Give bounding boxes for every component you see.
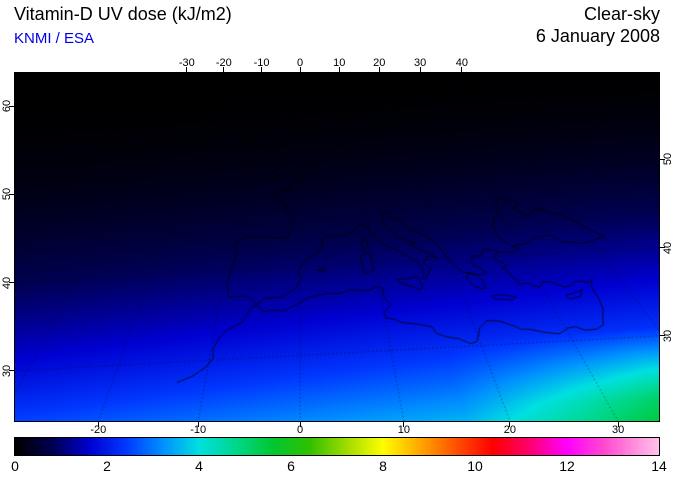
colorbar-tick-label: 10 — [467, 458, 483, 474]
x-axis-top-tick-label: -10 — [253, 57, 270, 69]
x-axis-bottom-tick-label: -10 — [190, 424, 207, 436]
x-axis-top-tick-label: 20 — [373, 57, 386, 69]
x-axis-bottom-tick — [299, 422, 301, 427]
credit-text: KNMI / ESA — [14, 30, 95, 47]
sky-condition-label: Clear-sky — [583, 4, 660, 24]
map-frame — [14, 72, 660, 422]
colorbar — [15, 438, 659, 455]
colorbar-frame — [14, 437, 660, 456]
x-axis-bottom-tick-label: 20 — [503, 424, 517, 436]
x-axis-top-tick-label: 10 — [333, 57, 346, 69]
uv-dose-map — [15, 73, 659, 421]
x-axis-top-tick-label: 0 — [296, 57, 304, 69]
y-axis-right-tick — [660, 158, 665, 160]
colorbar-tick-label: 4 — [195, 458, 203, 474]
colorbar-tick-label: 0 — [11, 458, 19, 474]
y-axis-left-tick-label: 40 — [1, 276, 13, 289]
x-axis-top-tick-label: 40 — [455, 57, 468, 69]
x-axis-bottom-tick-label: -20 — [90, 424, 107, 436]
y-axis-right-tick-label: 50 — [662, 153, 674, 166]
y-axis-right-tick — [660, 335, 665, 337]
colorbar-tick-label: 14 — [651, 458, 667, 474]
x-axis-bottom-tick-label: 10 — [397, 424, 410, 436]
x-axis-bottom-tick — [617, 422, 619, 427]
x-axis-bottom-tick-label: 0 — [296, 424, 304, 436]
date-label: 6 January 2008 — [535, 26, 660, 46]
colorbar-tick-label: 6 — [287, 458, 295, 474]
x-axis-bottom-tick-label: 30 — [611, 424, 625, 436]
x-axis-bottom-tick — [97, 422, 99, 427]
plot-title: Vitamin-D UV dose (kJ/m2) — [14, 4, 232, 24]
x-axis-bottom-tick — [509, 422, 511, 427]
y-axis-right-tick — [660, 247, 665, 249]
colorbar-tick-label: 8 — [379, 458, 387, 474]
x-axis-top-tick-label: -30 — [178, 57, 195, 69]
colorbar-tick-label: 2 — [103, 458, 111, 474]
x-axis-bottom-tick — [197, 422, 199, 427]
x-axis-top-tick-label: -20 — [215, 57, 232, 69]
y-axis-left-tick-label: 60 — [1, 99, 13, 113]
y-axis-left-tick-label: 50 — [1, 188, 13, 201]
colorbar-tick-label: 12 — [559, 458, 575, 474]
y-axis-left-tick-label: 30 — [1, 364, 13, 378]
y-axis-right-tick-label: 40 — [662, 241, 674, 254]
y-axis-right-tick-label: 30 — [662, 329, 674, 343]
x-axis-bottom-tick — [403, 422, 405, 427]
x-axis-top-tick-label: 30 — [414, 57, 427, 69]
